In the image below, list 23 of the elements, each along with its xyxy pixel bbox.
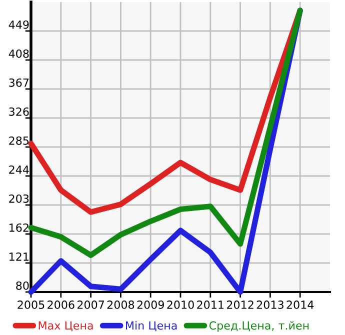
y-tick-label: 367 xyxy=(9,78,29,87)
y-tick-label: 326 xyxy=(9,107,29,116)
x-tick-label: 2007 xyxy=(77,300,104,309)
y-tick-label: 408 xyxy=(8,49,29,58)
x-tick-label: 2005 xyxy=(18,300,44,309)
legend-label: Max Цена xyxy=(38,321,93,332)
y-tick-label: 285 xyxy=(9,136,29,145)
x-tick-label: 2012 xyxy=(226,300,254,309)
x-tick-label: 2010 xyxy=(167,300,194,309)
x-tick-label: 2008 xyxy=(107,300,134,309)
x-tick-label: 2014 xyxy=(286,300,314,309)
x-tick-label: 2006 xyxy=(48,300,74,309)
y-tick-label: 162 xyxy=(10,223,28,232)
x-tick-label: 2013 xyxy=(256,300,284,309)
x-tick-label: 2009 xyxy=(137,300,164,309)
y-tick-label: 203 xyxy=(9,194,29,203)
legend-label: Сред.Цена, т.йен xyxy=(209,321,309,332)
y-tick-label: 121 xyxy=(10,252,28,261)
y-tick-label: 80 xyxy=(16,281,29,290)
y-tick-label: 244 xyxy=(9,165,29,174)
y-tick-label: 449 xyxy=(8,20,29,29)
x-tick-label: 2011 xyxy=(197,300,224,309)
legend-label: Min Цена xyxy=(126,321,177,332)
